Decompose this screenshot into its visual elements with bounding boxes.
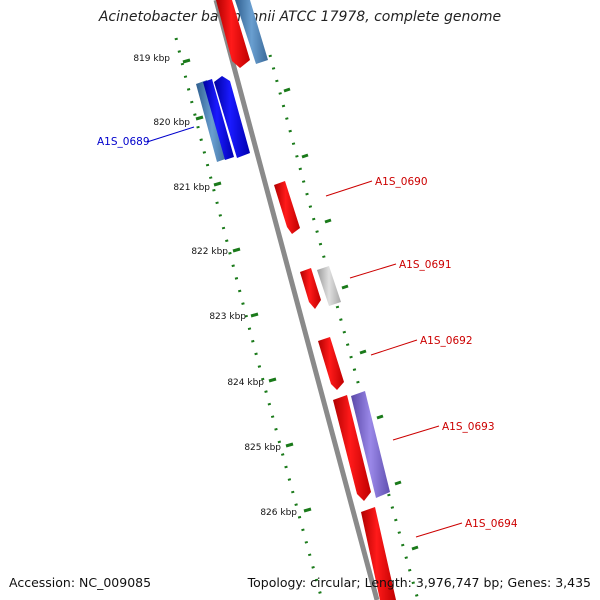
genome-backbone (213, 0, 380, 600)
tick-label-823: 823 kbp (209, 312, 246, 322)
gene-a1s-0693-purple (351, 391, 390, 498)
tick-label-826: 826 kbp (260, 508, 297, 518)
gene-a1s-0693-red (333, 395, 371, 501)
gene-labels: A1S_0689 A1S_0690 A1S_0691 A1S_0692 A1S_… (97, 136, 518, 530)
gene-label-a1s-0692[interactable]: A1S_0692 (420, 335, 473, 347)
accession-text: Accession: NC_009085 (9, 575, 152, 590)
gene-label-a1s-0694[interactable]: A1S_0694 (465, 518, 518, 530)
gene-arrow-top-red (216, 0, 250, 68)
left-major-ticks (182, 58, 312, 513)
tick-label-820: 820 kbp (153, 118, 190, 128)
topology-text: Topology: circular; Length: 3,976,747 bp… (247, 575, 591, 590)
gene-a1s-0689-blue-1 (203, 79, 234, 160)
outer-dotted-ring (174, 37, 324, 600)
gene-a1s-0690 (274, 181, 300, 234)
gene-features (196, 0, 396, 600)
kbp-tick-labels: 819 kbp 820 kbp 821 kbp 822 kbp 823 kbp … (133, 54, 297, 518)
gene-label-a1s-0693[interactable]: A1S_0693 (442, 421, 495, 433)
gene-a1s-0691-red (300, 268, 321, 309)
tick-label-822: 822 kbp (191, 247, 228, 257)
right-major-ticks (283, 87, 419, 551)
tick-label-821: 821 kbp (173, 183, 210, 193)
gene-a1s-0692 (318, 337, 344, 390)
tick-label-819: 819 kbp (133, 54, 170, 64)
tick-label-824: 824 kbp (227, 378, 264, 388)
gene-a1s-0694 (361, 507, 396, 600)
map-title: Acinetobacter baumannii ATCC 17978, comp… (98, 9, 502, 25)
gene-block-top-steelblue (235, 0, 268, 64)
gene-a1s-0691-gray (317, 266, 341, 306)
label-leader-lines (146, 126, 463, 538)
gene-a1s-0689-blue-2 (214, 76, 250, 158)
gene-label-a1s-0691[interactable]: A1S_0691 (399, 259, 452, 271)
gene-label-a1s-0689[interactable]: A1S_0689 (97, 136, 150, 148)
gene-label-a1s-0690[interactable]: A1S_0690 (375, 176, 428, 188)
inner-dotted-ring (268, 54, 420, 600)
tick-label-825: 825 kbp (244, 443, 281, 453)
